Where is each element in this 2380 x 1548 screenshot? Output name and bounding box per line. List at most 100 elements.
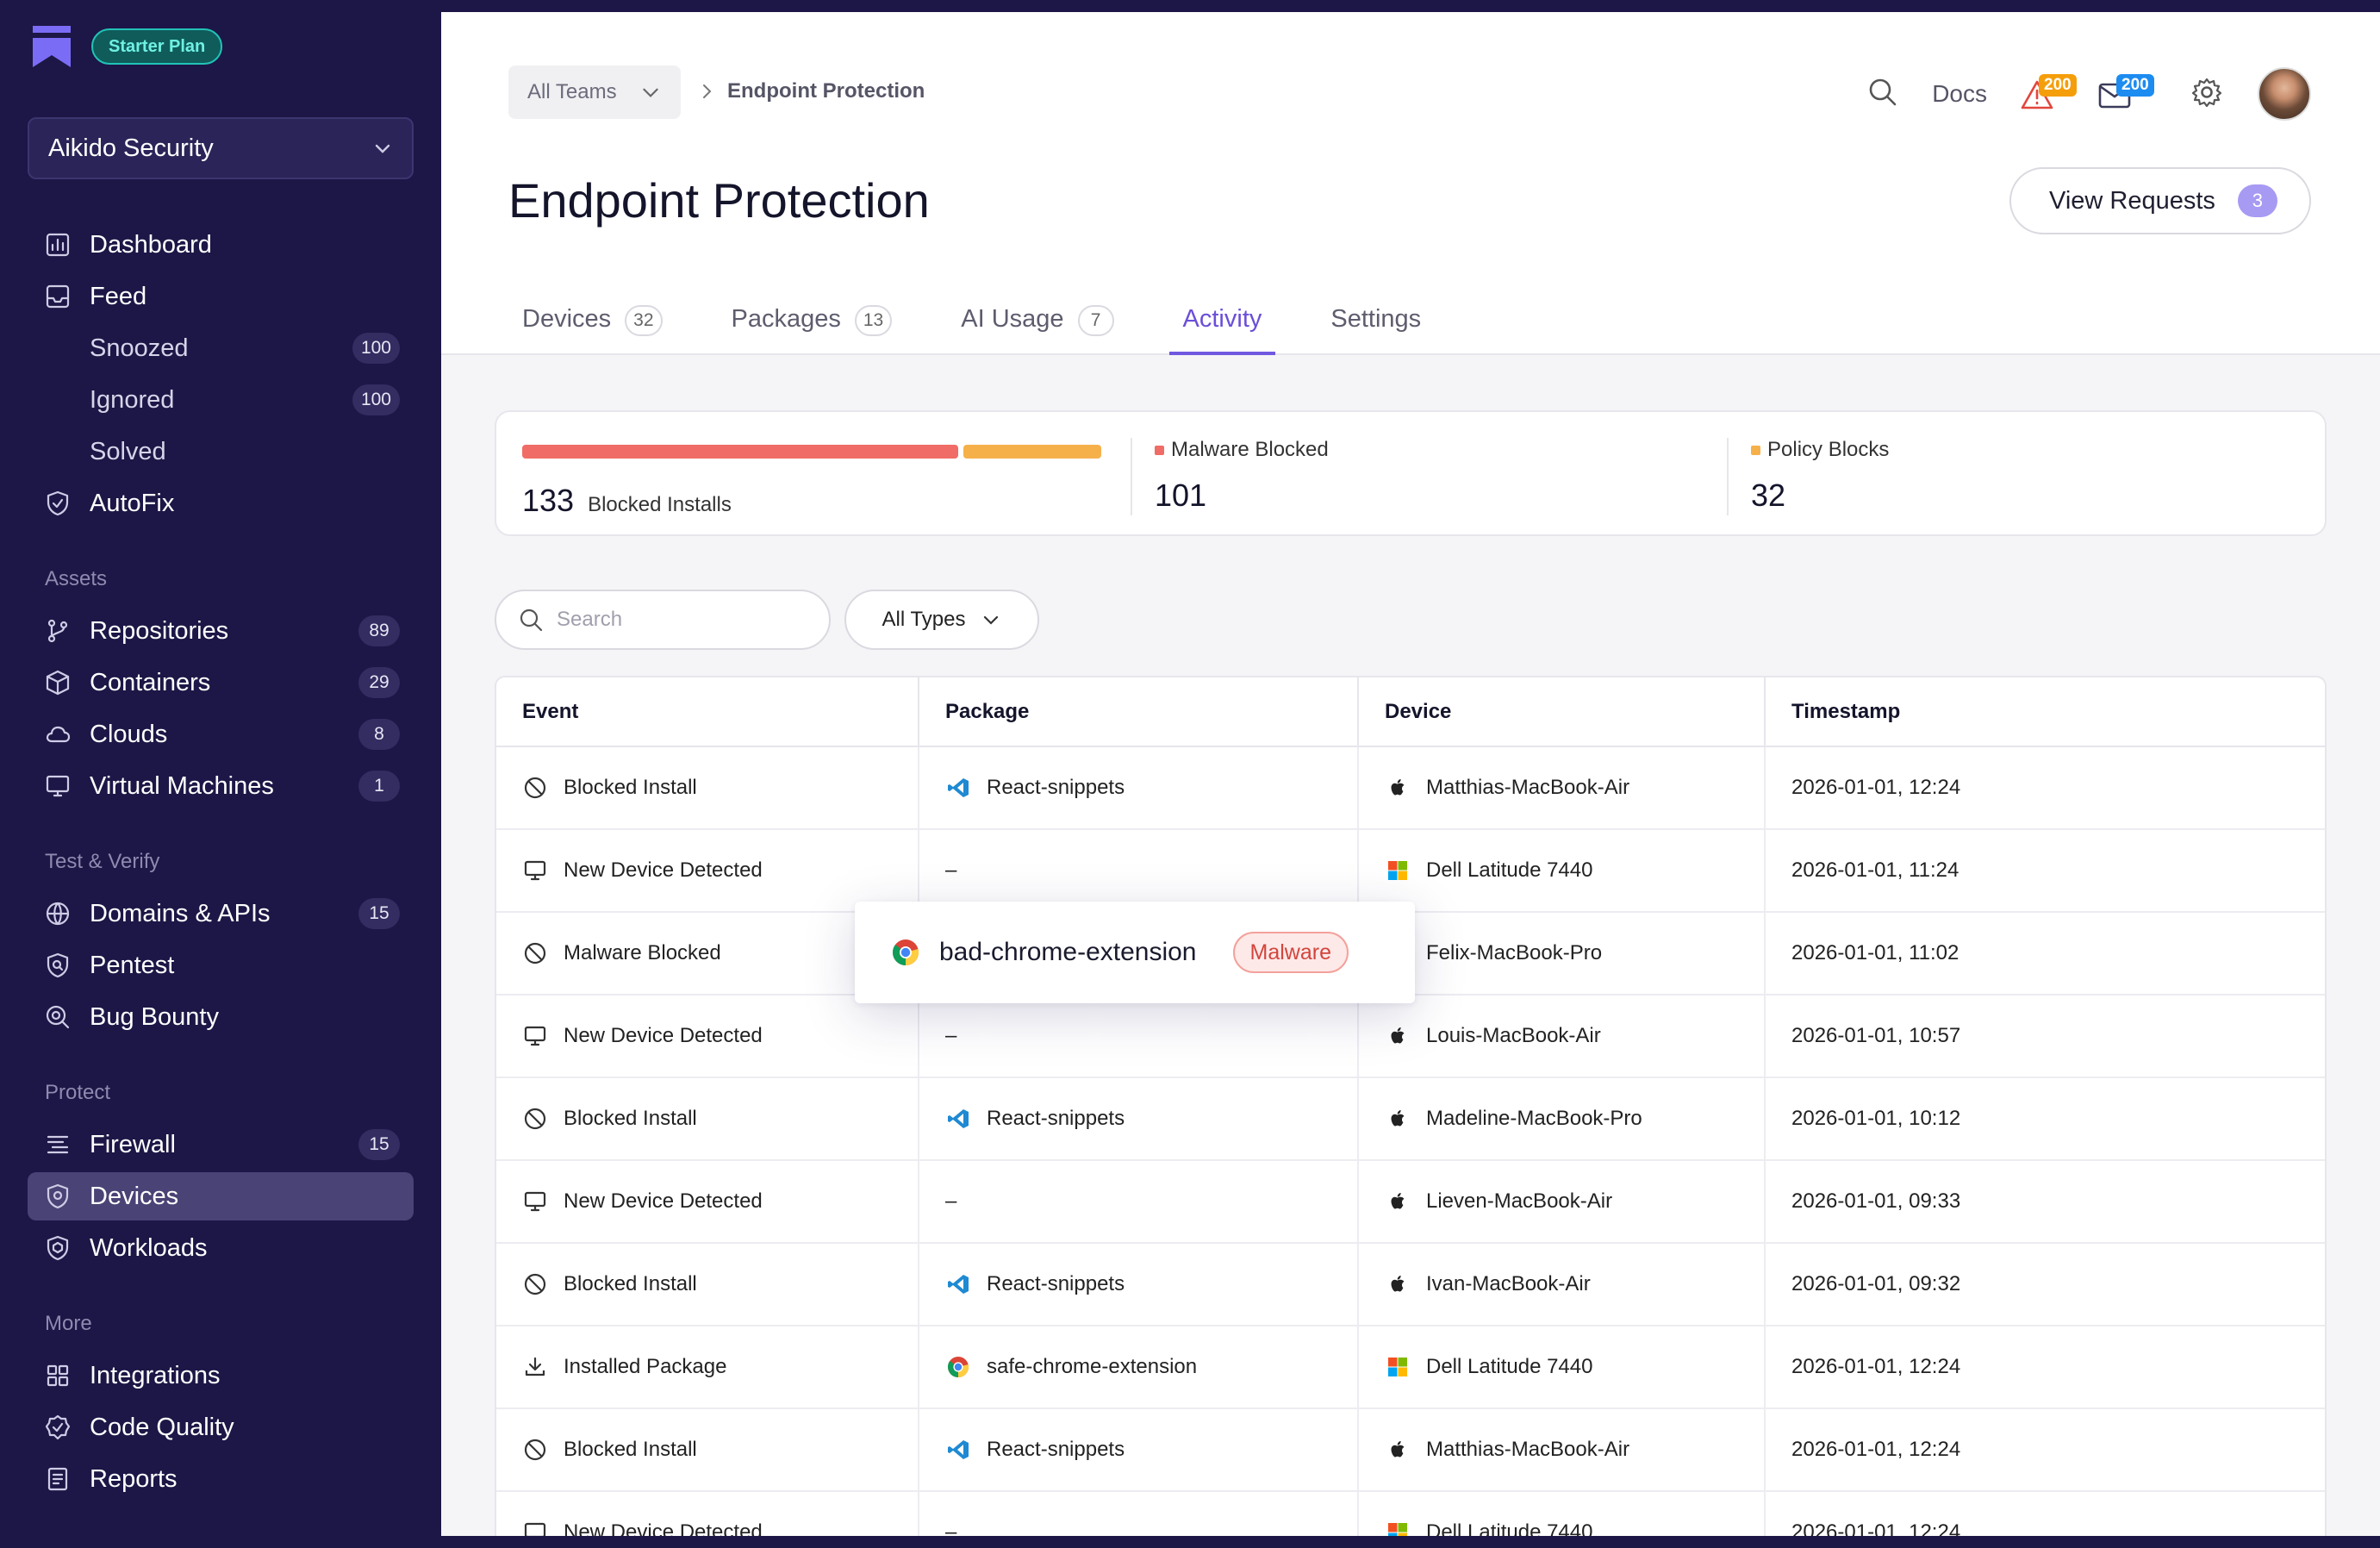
sidebar-item-label: Clouds	[90, 720, 168, 748]
event-cell: Installed Package	[496, 1326, 919, 1409]
timestamp-cell: 2026-01-01, 12:24	[1765, 746, 2325, 830]
sidebar-item-autofix[interactable]: AutoFix	[28, 479, 414, 527]
type-filter-select[interactable]: All Types	[844, 590, 1039, 650]
sidebar-item-pentest[interactable]: Pentest	[28, 941, 414, 989]
apple-icon	[1385, 1106, 1411, 1132]
package-popover[interactable]: bad-chrome-extension Malware	[855, 902, 1415, 1003]
sidebar-item-virtual-machines[interactable]: Virtual Machines 1	[28, 762, 414, 810]
sidebar-item-label: Firewall	[90, 1130, 176, 1158]
plan-badge[interactable]: Starter Plan	[91, 28, 223, 65]
badge-check-icon	[43, 1413, 72, 1442]
sidebar-item-solved[interactable]: Solved	[28, 428, 414, 476]
total-blocked: 133 Blocked Installs	[522, 483, 732, 519]
sidebar-item-integrations[interactable]: Integrations	[28, 1351, 414, 1400]
table-row[interactable]: Installed Package safe-chrome-extension De…	[496, 1326, 2325, 1409]
tab-label: Activity	[1182, 305, 1262, 333]
timestamp-cell-text: 2026-01-01, 09:32	[1791, 1272, 1961, 1295]
policy-dot	[1751, 445, 1760, 455]
blocked-icon	[522, 1271, 548, 1297]
sidebar-item-reports[interactable]: Reports	[28, 1455, 414, 1503]
sidebar-item-feed[interactable]: Feed	[28, 272, 414, 321]
search-input[interactable]	[557, 608, 815, 632]
sidebar-item-label: Dashboard	[90, 230, 212, 259]
event-cell: Malware Blocked	[496, 912, 919, 996]
team-select[interactable]: All Teams	[508, 66, 681, 119]
timestamp-cell: 2026-01-01, 12:24	[1765, 1408, 2325, 1492]
sidebar-item-code-quality[interactable]: Code Quality	[28, 1403, 414, 1451]
sidebar-item-firewall[interactable]: Firewall 15	[28, 1120, 414, 1169]
tab-ai-usage[interactable]: AI Usage 7	[947, 286, 1127, 355]
tab-devices[interactable]: Devices 32	[508, 286, 676, 355]
sidebar-item-repositories[interactable]: Repositories 89	[28, 607, 414, 655]
column-header-timestamp[interactable]: Timestamp	[1765, 677, 2325, 747]
package-cell: –	[919, 995, 1359, 1078]
sidebar-item-workloads[interactable]: Workloads	[28, 1224, 414, 1272]
package-cell-text: –	[945, 1024, 957, 1047]
event-cell: Blocked Install	[496, 1408, 919, 1492]
sidebar-item-bug-bounty[interactable]: Bug Bounty	[28, 993, 414, 1041]
event-cell: New Device Detected	[496, 829, 919, 913]
package-cell: React-snippets	[919, 746, 1359, 830]
table-row[interactable]: New Device Detected – Dell Latitude 7440 20…	[496, 1491, 2325, 1536]
view-requests-button[interactable]: View Requests 3	[2009, 167, 2311, 234]
dashboard-icon	[43, 230, 72, 259]
package-cell-text: React-snippets	[987, 1272, 1125, 1295]
docs-link[interactable]: Docs	[1932, 80, 1987, 107]
aikido-logo-icon[interactable]	[31, 24, 72, 69]
sidebar-item-domains-apis[interactable]: Domains & APIs 15	[28, 889, 414, 938]
avatar[interactable]	[2258, 67, 2311, 121]
alerts-button[interactable]: 200	[2020, 72, 2080, 115]
device-cell-text: Madeline-MacBook-Pro	[1426, 1107, 1642, 1130]
sidebar-item-snoozed[interactable]: Snoozed 100	[28, 324, 414, 372]
globe-icon	[43, 899, 72, 928]
package-cell: safe-chrome-extension	[919, 1326, 1359, 1409]
timestamp-cell-text: 2026-01-01, 10:12	[1791, 1107, 1961, 1130]
table-row[interactable]: Blocked Install React-snippets Matthias-Ma…	[496, 746, 2325, 830]
team-select-label: All Teams	[527, 80, 617, 103]
tab-packages[interactable]: Packages 13	[718, 286, 907, 355]
sidebar-item-label: Ignored	[90, 385, 175, 414]
table-header-row: Event Package Device Timestamp	[496, 677, 2325, 747]
monitor-icon	[522, 1189, 548, 1214]
gear-icon[interactable]	[2190, 76, 2223, 113]
shield-check-icon	[43, 489, 72, 518]
sidebar-item-devices[interactable]: Devices	[28, 1172, 414, 1220]
main-panel: All Teams Endpoint Protection Docs 200 2…	[441, 12, 2380, 1536]
sidebar-item-ignored[interactable]: Ignored 100	[28, 376, 414, 424]
total-blocked-label: Blocked Installs	[588, 493, 732, 516]
search-icon[interactable]	[1866, 76, 1899, 113]
workspace-select[interactable]: Aikido Security	[28, 117, 414, 179]
table-row[interactable]: Blocked Install React-snippets Matthias-Ma…	[496, 1408, 2325, 1492]
timestamp-cell-text: 2026-01-01, 10:57	[1791, 1024, 1961, 1047]
messages-button[interactable]: 200	[2097, 72, 2158, 115]
sidebar-item-dashboard[interactable]: Dashboard	[28, 221, 414, 269]
sidebar-item-containers[interactable]: Containers 29	[28, 659, 414, 707]
device-cell-text: Felix-MacBook-Pro	[1426, 941, 1603, 964]
search-field[interactable]	[495, 590, 831, 650]
device-cell: Ivan-MacBook-Air	[1358, 1243, 1766, 1326]
package-cell: –	[919, 1491, 1359, 1536]
table-row[interactable]: New Device Detected – Dell Latitude 7440 20…	[496, 829, 2325, 913]
tab-label: Packages	[731, 305, 841, 333]
event-cell-text: New Device Detected	[564, 1189, 763, 1213]
tab-activity[interactable]: Activity	[1168, 286, 1276, 355]
column-header-package[interactable]: Package	[919, 677, 1359, 747]
timestamp-cell-text: 2026-01-01, 09:33	[1791, 1189, 1961, 1213]
page-title: Endpoint Protection	[508, 173, 930, 228]
tab-settings[interactable]: Settings	[1317, 286, 1435, 355]
timestamp-cell-text: 2026-01-01, 11:24	[1791, 858, 1959, 882]
cloud-icon	[43, 720, 72, 749]
blocked-icon	[522, 1437, 548, 1463]
count-badge: 100	[352, 333, 400, 364]
policy-blocks-label: Policy Blocks	[1767, 438, 1890, 461]
table-row[interactable]: New Device Detected – Lieven-MacBook-Air 20…	[496, 1160, 2325, 1244]
table-row[interactable]: Blocked Install React-snippets Madeline-Ma…	[496, 1077, 2325, 1161]
sidebar-item-clouds[interactable]: Clouds 8	[28, 710, 414, 758]
column-header-device[interactable]: Device	[1358, 677, 1766, 747]
monitor-icon	[522, 858, 548, 883]
device-cell-text: Dell Latitude 7440	[1426, 1520, 1593, 1536]
table-row[interactable]: New Device Detected – Louis-MacBook-Air 202…	[496, 995, 2325, 1078]
shield-workload-icon	[43, 1233, 72, 1263]
table-row[interactable]: Blocked Install React-snippets Ivan-MacBoo…	[496, 1243, 2325, 1326]
column-header-event[interactable]: Event	[496, 677, 919, 747]
